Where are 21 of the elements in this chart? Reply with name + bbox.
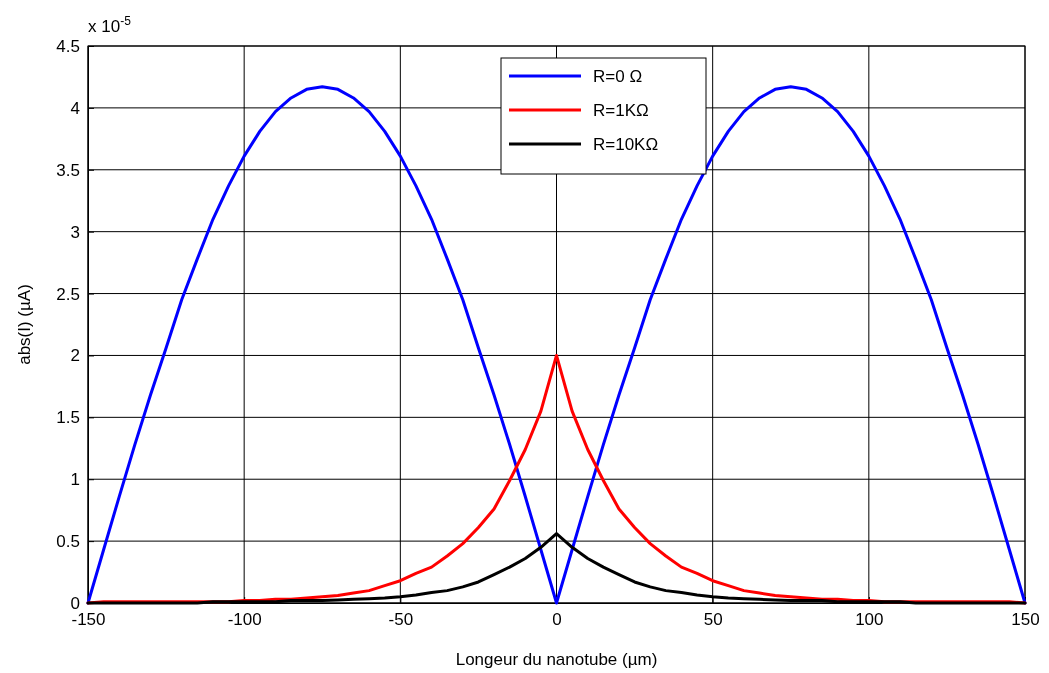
legend-label: R=1KΩ [593, 101, 649, 120]
y-tick-label: 4 [70, 98, 80, 118]
text: x 10$^{-5}$ [88, 14, 132, 36]
x-tick-label: 0 [552, 609, 562, 629]
legend-label: R=0 Ω [593, 67, 643, 86]
x-tick-label: -50 [388, 609, 414, 629]
y-tick-label: 0.5 [56, 532, 80, 552]
y-axis-title: abs(I) (µA) [15, 284, 34, 365]
y-tick-label: 1.5 [56, 408, 80, 428]
x-axis-title: Longeur du nanotube (µm) [455, 650, 658, 669]
y-tick-label: 4.5 [56, 36, 80, 56]
y-tick-label: 2.5 [56, 284, 80, 304]
y-tick-label: 3 [70, 222, 80, 242]
x-tick-label: 50 [703, 609, 723, 629]
y-tick-label: 3.5 [56, 160, 80, 180]
y-tick-label: 1 [70, 470, 80, 490]
legend-label: R=10KΩ [593, 135, 659, 154]
x-tick-label: 100 [855, 609, 884, 629]
x-tick-label: 150 [1011, 609, 1040, 629]
y-tick-label: 2 [70, 346, 80, 366]
x-tick-label: -100 [227, 609, 262, 629]
